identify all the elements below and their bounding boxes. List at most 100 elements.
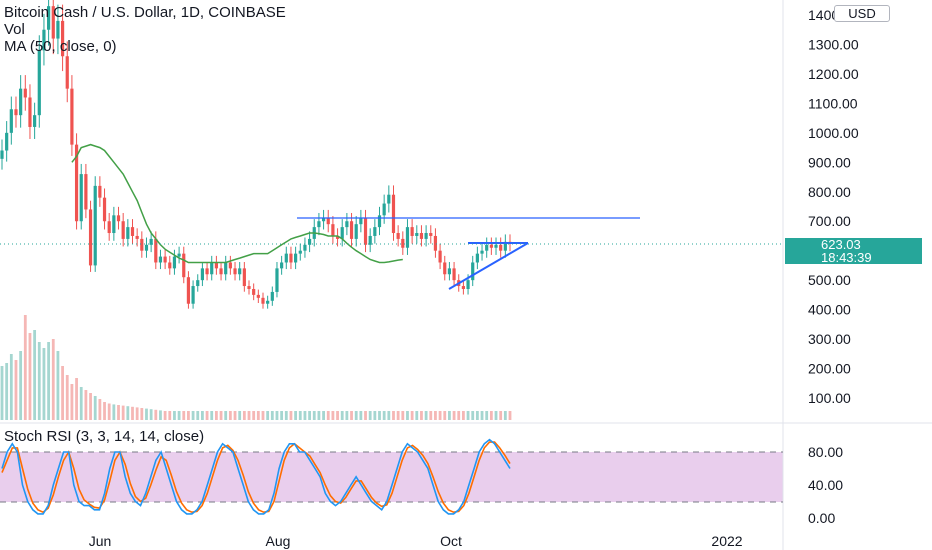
volume-bar [182,411,186,420]
volume-bar [438,411,442,420]
volume-bar [33,330,37,420]
candle [112,215,116,234]
candle [65,56,69,89]
volume-bar [345,411,349,420]
volume-bar [340,411,344,420]
candle [154,238,158,263]
volume-bar [350,411,353,420]
volume-bar [14,360,18,420]
volume-bar [210,411,214,420]
volume-bar [354,411,358,420]
volume-bar [275,411,279,420]
candle [359,218,363,225]
volume-bar [19,351,23,420]
volume-bar [23,315,27,420]
candle [429,233,433,236]
candle [294,253,298,263]
stoch-rsi-title: Stoch RSI (3, 3, 14, 14, close) [4,428,205,445]
volume-bar [154,409,158,420]
volume-bar [396,411,400,420]
candle [158,256,163,263]
volume-bar [177,411,181,420]
support-line[interactable] [448,242,529,290]
price-tick: 700.00 [808,213,851,229]
candle [261,297,265,304]
candle [51,6,55,39]
volume-bar [219,411,223,420]
volume-bar [326,411,330,420]
candle [84,174,88,210]
candle [228,262,232,269]
candle [177,253,181,257]
price-tick: 400.00 [808,302,851,318]
price-tick: 1200.00 [808,66,859,82]
volume-bar [107,403,111,420]
volume-bar [135,407,139,420]
candle [331,224,335,236]
last-price-tag: 623.03 18:43:39 [785,238,922,264]
candle [102,197,107,222]
volume-bar [294,411,298,420]
candle [79,174,83,222]
candle [74,144,79,222]
volume-bar [489,411,493,420]
candle [247,286,251,289]
candle [56,20,60,39]
candle [233,268,237,275]
volume-bar [410,411,414,420]
price-tick: 900.00 [808,154,851,170]
candle [238,268,242,275]
volume-series [0,315,512,420]
candle [326,218,330,225]
volume-bar [284,411,288,420]
candle [135,235,139,239]
candle [391,194,396,234]
candle [284,253,288,263]
candle [480,250,484,254]
volume-bar [103,402,106,420]
volume-bar [424,411,428,420]
candle [256,294,260,298]
volume-bar [485,411,489,420]
volume-bar [317,411,321,420]
price-tick: 500.00 [808,272,851,288]
candle [270,291,274,301]
volume-bar [233,411,237,420]
candle [9,109,13,133]
volume-bar [443,411,447,420]
candle [23,88,27,98]
volume-bar [205,411,209,420]
candle [475,253,479,263]
time-tick: Aug [266,533,291,549]
volume-bar [79,387,83,420]
candle [317,221,321,228]
candle [28,97,32,127]
candle [438,250,442,263]
price-tick: 100.00 [808,390,851,406]
volume-bar [196,411,200,420]
candle [280,262,284,269]
volume-bar [228,411,232,420]
candle [224,262,228,275]
volume-bar [238,411,242,420]
stoch-k-line [1,438,511,515]
candle [415,233,419,236]
volume-bar [303,411,307,420]
volume-bar [461,411,465,420]
currency-button[interactable]: USD [834,5,890,22]
candle [214,262,218,269]
candle [242,268,246,287]
price-tick: 1000.00 [808,125,859,141]
candle [452,268,456,281]
volume-bar [415,411,419,420]
volume-bar [499,411,503,420]
candle [461,286,465,289]
stoch-d-line [1,441,511,514]
volume-bar [308,411,311,420]
candle [163,256,167,263]
candle [5,132,9,151]
candle [289,253,293,263]
time-tick: Oct [440,533,462,549]
bar-countdown: 18:43:39 [821,250,872,265]
